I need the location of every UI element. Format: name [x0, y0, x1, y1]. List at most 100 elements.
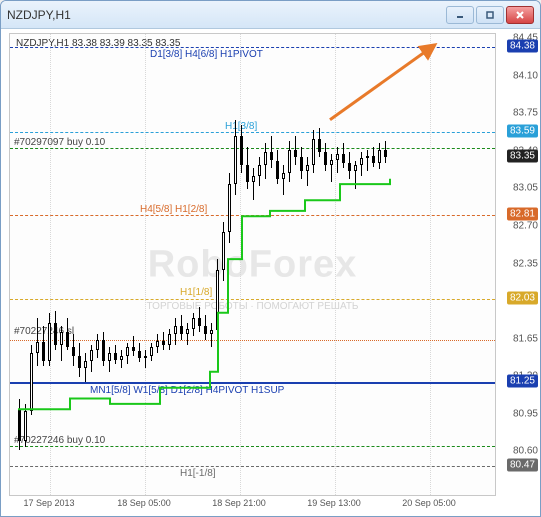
candle: [72, 334, 75, 366]
price-badge: 83.59: [507, 124, 538, 137]
window-title: NZDJPY,H1: [7, 8, 446, 22]
candle: [192, 313, 195, 337]
candle: [114, 345, 117, 364]
candle: [372, 147, 375, 167]
candle: [252, 168, 255, 200]
candle: [90, 345, 93, 372]
price-tick: 80.95: [513, 408, 538, 419]
candle: [306, 157, 309, 186]
candle: [198, 307, 201, 332]
candle: [378, 143, 381, 169]
candle: [222, 222, 225, 281]
level-line: [10, 340, 495, 341]
candle: [30, 345, 33, 415]
chart-label: MN1[5/8] W1[5/8] D1[2/8] H4PIVOT H1SUP: [90, 385, 284, 396]
candle: [108, 347, 111, 372]
candle: [336, 147, 339, 174]
candle: [162, 332, 165, 350]
chart-label: #70297097 buy 0.10: [14, 137, 105, 148]
minimize-button[interactable]: [446, 6, 474, 24]
price-badge: 84.38: [507, 39, 538, 52]
candle: [258, 157, 261, 186]
price-tick: 84.10: [513, 70, 538, 81]
candle: [288, 141, 291, 182]
chart-label: D1[3/8] H4[6/8] H1PIVOT: [150, 49, 263, 60]
chart-window: NZDJPY,H1 NZDJPY,H1 83.38 83.39 83.35 83…: [0, 0, 541, 517]
candle: [348, 152, 351, 179]
candle: [216, 259, 219, 334]
candle: [180, 315, 183, 340]
candle: [234, 120, 237, 195]
chart-label: #70227246 buy 0.10: [14, 435, 105, 446]
time-tick: 19 Sep 13:00: [307, 498, 361, 508]
chart-plot-area[interactable]: NZDJPY,H1 83.38 83.39 83.35 83.35 RoboFo…: [9, 33, 496, 496]
price-badge: 80.47: [507, 459, 538, 472]
candle: [324, 143, 327, 171]
candle: [270, 136, 273, 168]
candle: [138, 343, 141, 362]
candle: [276, 150, 279, 184]
candle: [204, 315, 207, 340]
chart-label: H1[-1/8]: [180, 468, 216, 479]
price-tick: 81.65: [513, 333, 538, 344]
chart-label: H1[1/8]: [180, 287, 212, 298]
price-tick: 80.60: [513, 446, 538, 457]
candle: [360, 152, 363, 176]
price-badge: 81.25: [507, 375, 538, 388]
candle: [294, 136, 297, 165]
titlebar: NZDJPY,H1: [1, 1, 540, 29]
candle: [384, 141, 387, 162]
candle: [96, 334, 99, 358]
time-tick: 18 Sep 05:00: [117, 498, 171, 508]
candle: [132, 336, 135, 355]
time-tick: 20 Sep 05:00: [402, 498, 456, 508]
candle: [120, 350, 123, 368]
price-badge: 82.03: [507, 291, 538, 304]
candle: [54, 311, 57, 351]
candle: [300, 147, 303, 179]
price-badge: 83.35: [507, 150, 538, 163]
watermark-logo: RoboForex: [148, 243, 358, 286]
price-axis: 84.4584.1083.7583.4083.0582.7082.3582.00…: [498, 33, 538, 496]
candle: [126, 343, 129, 364]
candle: [312, 130, 315, 173]
candle: [156, 334, 159, 353]
time-tick: 18 Sep 21:00: [212, 498, 266, 508]
candle: [24, 404, 27, 447]
candle: [102, 332, 105, 366]
close-button[interactable]: [506, 6, 534, 24]
candle: [150, 343, 153, 361]
candle: [168, 329, 171, 350]
level-line: [10, 47, 495, 48]
price-tick: 83.75: [513, 108, 538, 119]
price-tick: 82.70: [513, 220, 538, 231]
chart-label: H4[5/8] H1[2/8]: [140, 204, 207, 215]
candle: [228, 173, 231, 243]
candle: [78, 343, 81, 377]
level-line: [10, 299, 495, 300]
candle: [18, 399, 21, 450]
maximize-button[interactable]: [476, 6, 504, 24]
candle: [240, 125, 243, 173]
candle: [210, 323, 213, 347]
candle: [366, 150, 369, 171]
trend-arrow: [10, 34, 496, 495]
candle: [66, 318, 69, 350]
candle: [282, 165, 285, 195]
candle: [354, 161, 357, 190]
candle: [144, 350, 147, 368]
candle: [246, 147, 249, 190]
candle: [186, 323, 189, 344]
time-axis: 17 Sep 201318 Sep 05:0018 Sep 21:0019 Se…: [9, 498, 496, 514]
watermark-subtitle: ТОРГОВЫЕ РОБОТЫ · ПОМОГАЮТ РЕШАТЬ: [147, 301, 359, 312]
price-tick: 82.35: [513, 258, 538, 269]
candle: [60, 326, 63, 361]
candle: [84, 353, 87, 382]
candle: [342, 143, 345, 168]
candle: [318, 128, 321, 157]
level-line: [10, 466, 495, 467]
candle: [174, 318, 177, 345]
window-controls: [446, 6, 534, 24]
candle: [42, 326, 45, 367]
candle: [264, 143, 267, 178]
